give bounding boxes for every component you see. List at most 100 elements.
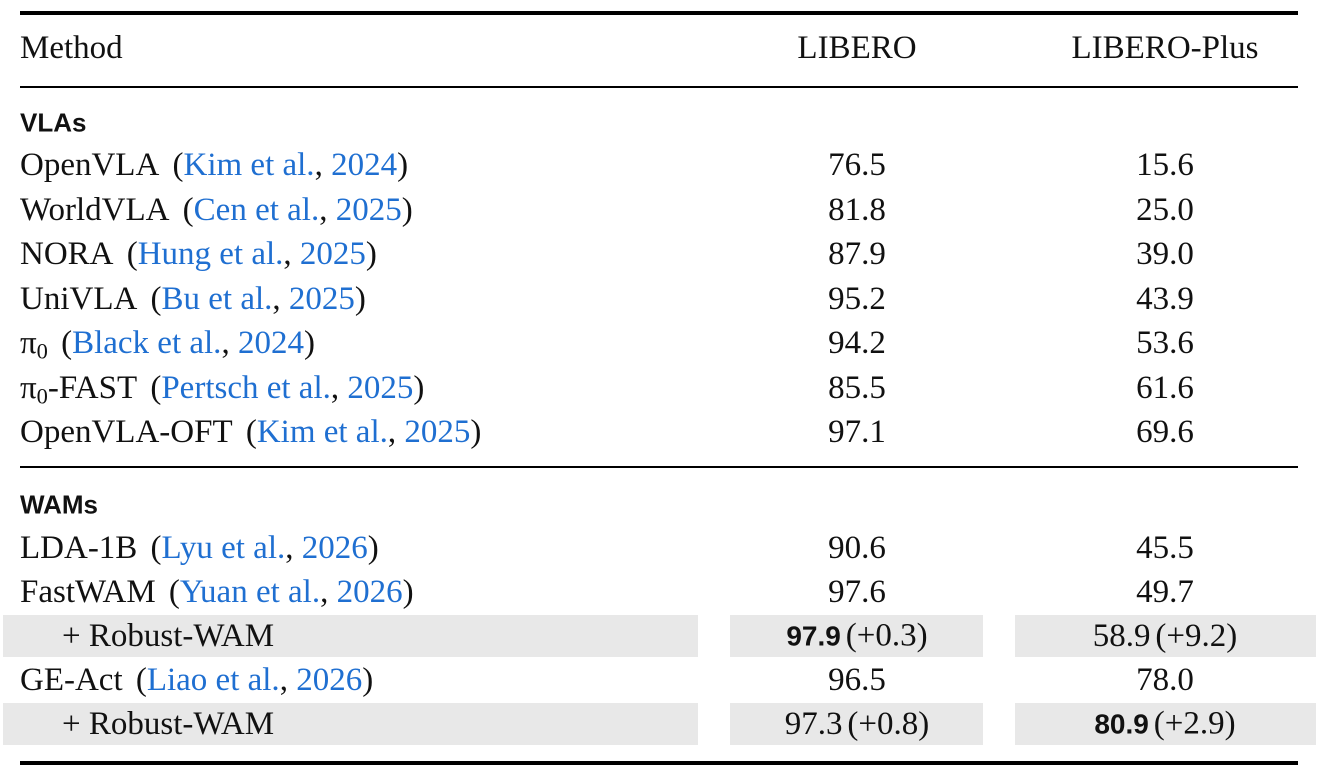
citation-year: 2025 bbox=[288, 280, 355, 317]
citation-authors: Yuan et al. bbox=[179, 574, 321, 610]
citation-authors: Pertsch et al. bbox=[161, 369, 331, 406]
score-cell: 69.6 bbox=[1136, 414, 1194, 450]
citation-sep: , bbox=[320, 574, 337, 610]
row-shading bbox=[730, 703, 983, 745]
score-cell: 97.6 bbox=[828, 574, 886, 610]
method-cell: UniVLA (Bu et al., 2025) bbox=[20, 279, 366, 319]
score-value: 58.9 bbox=[1092, 618, 1151, 654]
citation-sep: , bbox=[330, 369, 348, 406]
row-shading bbox=[3, 703, 698, 745]
citation-authors: Cen et al. bbox=[193, 191, 320, 228]
citation-authors: Liao et al. bbox=[146, 662, 280, 698]
method-name: + Robust-WAM bbox=[62, 706, 275, 742]
section-label: WAMs bbox=[20, 489, 98, 520]
citation-paren: ( bbox=[126, 236, 138, 272]
citation-paren: ( bbox=[150, 369, 162, 406]
score-cell: 39.0 bbox=[1136, 236, 1194, 272]
citation-sep: , bbox=[221, 325, 238, 361]
method-cell: + Robust-WAM bbox=[62, 616, 274, 656]
row-shading bbox=[3, 615, 698, 657]
method-subscript: 0 bbox=[36, 383, 48, 409]
citation-paren: ( bbox=[245, 414, 257, 450]
score-cell: 95.2 bbox=[828, 280, 886, 317]
score-cell: 94.2 bbox=[828, 325, 886, 361]
citation-year: 2025 bbox=[299, 236, 366, 272]
score-cell: 80.9 (+2.9) bbox=[1094, 704, 1235, 745]
header-cell: LIBERO-Plus bbox=[1071, 30, 1259, 66]
score-value: 97.3 bbox=[784, 706, 843, 742]
score-cell: 85.5 bbox=[828, 369, 886, 406]
citation-sep: , bbox=[387, 414, 405, 450]
section-rule bbox=[20, 466, 1298, 468]
citation-year: 2026 bbox=[296, 662, 363, 698]
citation-authors: Hung et al. bbox=[137, 236, 284, 272]
method-name: FastWAM bbox=[20, 574, 156, 610]
citation-paren: ( bbox=[172, 147, 184, 183]
citation-paren: ) bbox=[362, 662, 374, 698]
method-cell: OpenVLA-OFT (Kim et al., 2025) bbox=[20, 412, 481, 452]
score-delta: (+0.3) bbox=[845, 617, 928, 654]
row-shading bbox=[1015, 615, 1316, 657]
section-label: VLAs bbox=[20, 107, 87, 138]
bottom-rule bbox=[20, 761, 1298, 765]
score-cell: 96.5 bbox=[828, 662, 886, 698]
method-name: LDA-1B bbox=[20, 530, 138, 566]
score-value: 97.9 bbox=[786, 620, 841, 652]
citation-paren: ) bbox=[367, 530, 379, 566]
top-rule bbox=[20, 11, 1298, 15]
score-cell: 78.0 bbox=[1136, 662, 1194, 698]
citation-authors: Kim et al. bbox=[256, 414, 388, 450]
citation-sep: , bbox=[314, 147, 332, 183]
citation-year: 2024 bbox=[331, 147, 398, 183]
citation-sep: , bbox=[272, 280, 289, 317]
citation-paren: ) bbox=[397, 147, 409, 183]
citation-paren: ) bbox=[401, 191, 413, 228]
score-cell: 61.6 bbox=[1136, 369, 1194, 406]
citation-paren: ( bbox=[150, 530, 162, 566]
method-name: WorldVLA bbox=[20, 191, 170, 228]
row-shading bbox=[1015, 703, 1316, 745]
citation-year: 2025 bbox=[347, 369, 414, 406]
score-cell: 81.8 bbox=[828, 191, 886, 228]
method-cell: π0 (Black et al., 2024) bbox=[20, 323, 315, 363]
citation-year: 2025 bbox=[404, 414, 471, 450]
header-cell: LIBERO bbox=[797, 30, 917, 66]
method-cell: OpenVLA (Kim et al., 2024) bbox=[20, 145, 408, 185]
score-cell: 45.5 bbox=[1136, 530, 1194, 566]
score-cell: 15.6 bbox=[1136, 147, 1194, 183]
header-rule bbox=[20, 86, 1298, 88]
citation-year: 2026 bbox=[336, 574, 403, 610]
citation-paren: ) bbox=[402, 574, 414, 610]
method-cell: WorldVLA (Cen et al., 2025) bbox=[20, 190, 413, 230]
method-cell: NORA (Hung et al., 2025) bbox=[20, 234, 377, 274]
citation-paren: ( bbox=[150, 280, 162, 317]
method-name: NORA bbox=[20, 236, 114, 272]
method-name: UniVLA bbox=[20, 280, 138, 317]
score-cell: 76.5 bbox=[828, 147, 886, 183]
citation-paren: ( bbox=[168, 574, 180, 610]
method-cell: π0-FAST (Pertsch et al., 2025) bbox=[20, 368, 424, 408]
header-cell: Method bbox=[20, 30, 123, 66]
method-name: + Robust-WAM bbox=[62, 618, 275, 654]
method-cell: FastWAM (Yuan et al., 2026) bbox=[20, 572, 414, 612]
citation-year: 2024 bbox=[237, 325, 304, 361]
method-name: π bbox=[20, 325, 37, 361]
citation-year: 2025 bbox=[335, 191, 402, 228]
citation-authors: Lyu et al. bbox=[161, 530, 286, 566]
score-cell: 90.6 bbox=[828, 530, 886, 566]
citation-paren: ) bbox=[354, 280, 366, 317]
citation-paren: ) bbox=[365, 236, 377, 272]
score-cell: 43.9 bbox=[1136, 280, 1194, 317]
score-cell: 25.0 bbox=[1136, 191, 1194, 228]
score-delta: (+2.9) bbox=[1153, 705, 1236, 742]
citation-paren: ) bbox=[303, 325, 315, 361]
method-cell: LDA-1B (Lyu et al., 2026) bbox=[20, 528, 379, 568]
citation-paren: ( bbox=[182, 191, 194, 228]
method-name: π bbox=[20, 369, 37, 406]
citation-sep: , bbox=[285, 530, 302, 566]
method-name: GE-Act bbox=[20, 662, 123, 698]
citation-authors: Black et al. bbox=[72, 325, 222, 361]
citation-sep: , bbox=[319, 191, 336, 228]
citation-authors: Bu et al. bbox=[161, 280, 273, 317]
